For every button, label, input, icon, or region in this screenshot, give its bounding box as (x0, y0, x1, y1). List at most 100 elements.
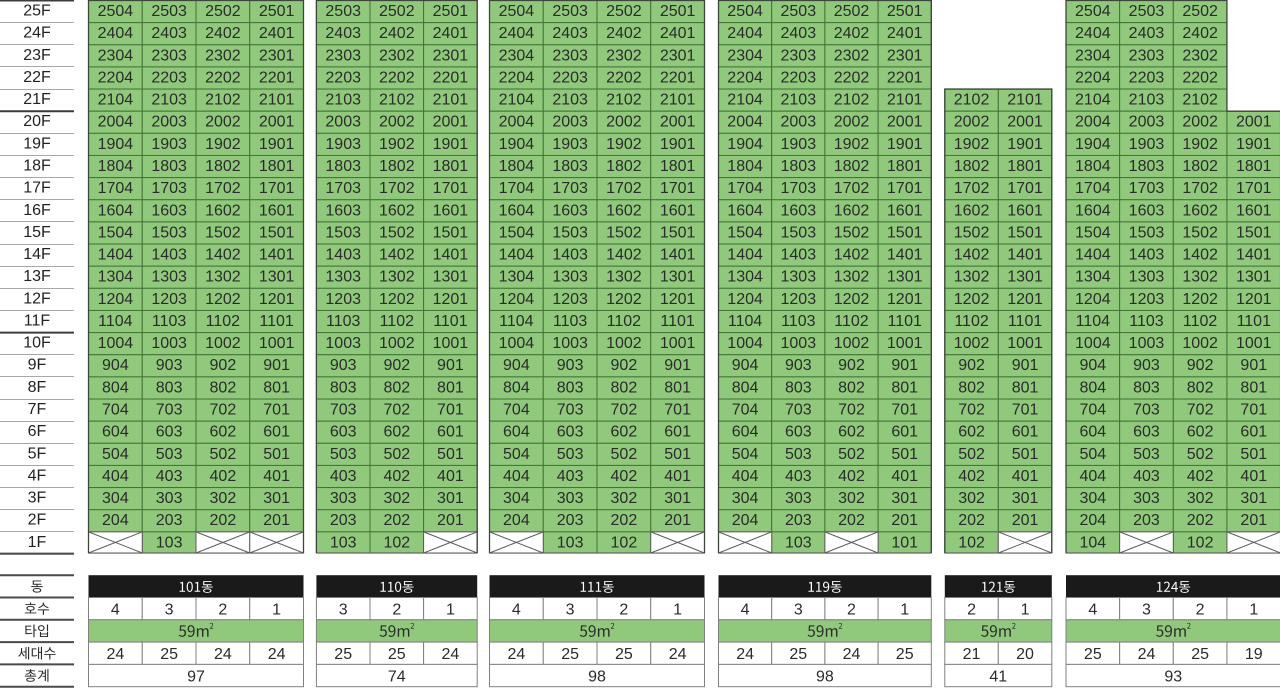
svg-text:1802: 1802 (834, 158, 870, 175)
svg-text:1202: 1202 (606, 291, 642, 308)
svg-text:8F: 8F (28, 379, 47, 396)
svg-text:401: 401 (437, 468, 464, 485)
svg-text:202: 202 (383, 512, 410, 529)
svg-text:2202: 2202 (205, 69, 241, 86)
svg-text:803: 803 (1133, 379, 1160, 396)
svg-text:803: 803 (156, 379, 183, 396)
svg-text:302: 302 (1187, 490, 1214, 507)
svg-text:803: 803 (330, 379, 357, 396)
svg-text:2001: 2001 (1007, 114, 1043, 131)
svg-text:2503: 2503 (552, 3, 588, 20)
svg-text:2002: 2002 (205, 114, 241, 131)
svg-text:203: 203 (330, 512, 357, 529)
svg-text:303: 303 (330, 490, 357, 507)
svg-text:25: 25 (388, 646, 406, 663)
svg-text:1503: 1503 (552, 224, 588, 241)
svg-text:21F: 21F (23, 91, 51, 108)
svg-text:1404: 1404 (727, 247, 763, 264)
svg-text:501: 501 (664, 446, 691, 463)
svg-text:301: 301 (1240, 490, 1267, 507)
svg-text:802: 802 (611, 379, 638, 396)
svg-text:1403: 1403 (151, 247, 187, 264)
svg-text:304: 304 (732, 490, 759, 507)
svg-text:2003: 2003 (151, 114, 187, 131)
svg-text:1302: 1302 (205, 269, 241, 286)
svg-text:601: 601 (664, 424, 691, 441)
svg-text:501: 501 (1240, 446, 1267, 463)
svg-text:1701: 1701 (1236, 180, 1272, 197)
svg-text:1603: 1603 (1129, 202, 1165, 219)
svg-text:302: 302 (958, 490, 985, 507)
svg-text:2304: 2304 (1075, 47, 1111, 64)
svg-text:402: 402 (210, 468, 237, 485)
svg-text:1501: 1501 (660, 224, 696, 241)
svg-text:23F: 23F (23, 47, 51, 64)
svg-text:2503: 2503 (1129, 3, 1165, 20)
svg-text:11F: 11F (24, 312, 51, 329)
svg-text:1702: 1702 (834, 180, 870, 197)
svg-text:2504: 2504 (98, 3, 134, 20)
svg-text:703: 703 (1133, 402, 1160, 419)
svg-text:1: 1 (272, 602, 281, 619)
svg-text:1402: 1402 (379, 247, 415, 264)
svg-text:22F: 22F (23, 69, 51, 86)
svg-text:301: 301 (263, 490, 290, 507)
svg-text:1903: 1903 (325, 136, 361, 153)
svg-text:1602: 1602 (379, 202, 415, 219)
svg-text:501: 501 (1012, 446, 1039, 463)
svg-text:402: 402 (958, 468, 985, 485)
svg-text:2401: 2401 (259, 25, 295, 42)
svg-text:703: 703 (330, 402, 357, 419)
svg-text:2103: 2103 (151, 92, 187, 109)
svg-text:1102: 1102 (380, 313, 415, 330)
svg-text:1301: 1301 (1236, 269, 1272, 286)
svg-text:93: 93 (1164, 668, 1182, 685)
svg-text:1202: 1202 (1182, 291, 1218, 308)
svg-text:1503: 1503 (781, 224, 817, 241)
svg-text:503: 503 (557, 446, 584, 463)
svg-text:103: 103 (785, 535, 812, 552)
svg-text:1804: 1804 (98, 158, 134, 175)
svg-text:74: 74 (388, 668, 406, 685)
svg-text:1602: 1602 (1182, 202, 1218, 219)
svg-text:18F: 18F (23, 157, 51, 174)
svg-text:401: 401 (664, 468, 691, 485)
svg-text:2201: 2201 (433, 69, 469, 86)
svg-text:1703: 1703 (552, 180, 588, 197)
svg-text:2002: 2002 (954, 114, 990, 131)
svg-text:204: 204 (102, 512, 129, 529)
svg-text:804: 804 (1079, 379, 1106, 396)
svg-text:904: 904 (503, 357, 530, 374)
svg-text:1201: 1201 (660, 291, 696, 308)
svg-text:401: 401 (263, 468, 290, 485)
svg-text:2101: 2101 (259, 92, 295, 109)
svg-text:2502: 2502 (205, 3, 241, 20)
svg-text:202: 202 (838, 512, 865, 529)
svg-text:901: 901 (664, 357, 691, 374)
svg-text:1102: 1102 (954, 313, 989, 330)
svg-text:801: 801 (263, 379, 290, 396)
svg-text:1504: 1504 (727, 224, 763, 241)
svg-text:1401: 1401 (259, 247, 295, 264)
svg-text:1204: 1204 (499, 291, 535, 308)
svg-text:2003: 2003 (552, 114, 588, 131)
svg-text:604: 604 (102, 424, 129, 441)
svg-text:2001: 2001 (1236, 114, 1272, 131)
svg-text:6F: 6F (28, 423, 47, 440)
svg-text:801: 801 (664, 379, 691, 396)
svg-text:1202: 1202 (834, 291, 870, 308)
svg-text:403: 403 (156, 468, 183, 485)
svg-text:2501: 2501 (660, 3, 696, 20)
svg-text:1604: 1604 (499, 202, 535, 219)
svg-text:604: 604 (1079, 424, 1106, 441)
svg-text:901: 901 (263, 357, 290, 374)
svg-text:2201: 2201 (887, 69, 923, 86)
svg-text:1801: 1801 (433, 158, 469, 175)
svg-text:1904: 1904 (98, 136, 134, 153)
svg-text:2403: 2403 (325, 25, 361, 42)
svg-text:2001: 2001 (433, 114, 469, 131)
svg-text:801: 801 (891, 379, 918, 396)
svg-text:2402: 2402 (606, 25, 642, 42)
svg-text:802: 802 (1187, 379, 1214, 396)
svg-text:1104: 1104 (728, 313, 763, 330)
